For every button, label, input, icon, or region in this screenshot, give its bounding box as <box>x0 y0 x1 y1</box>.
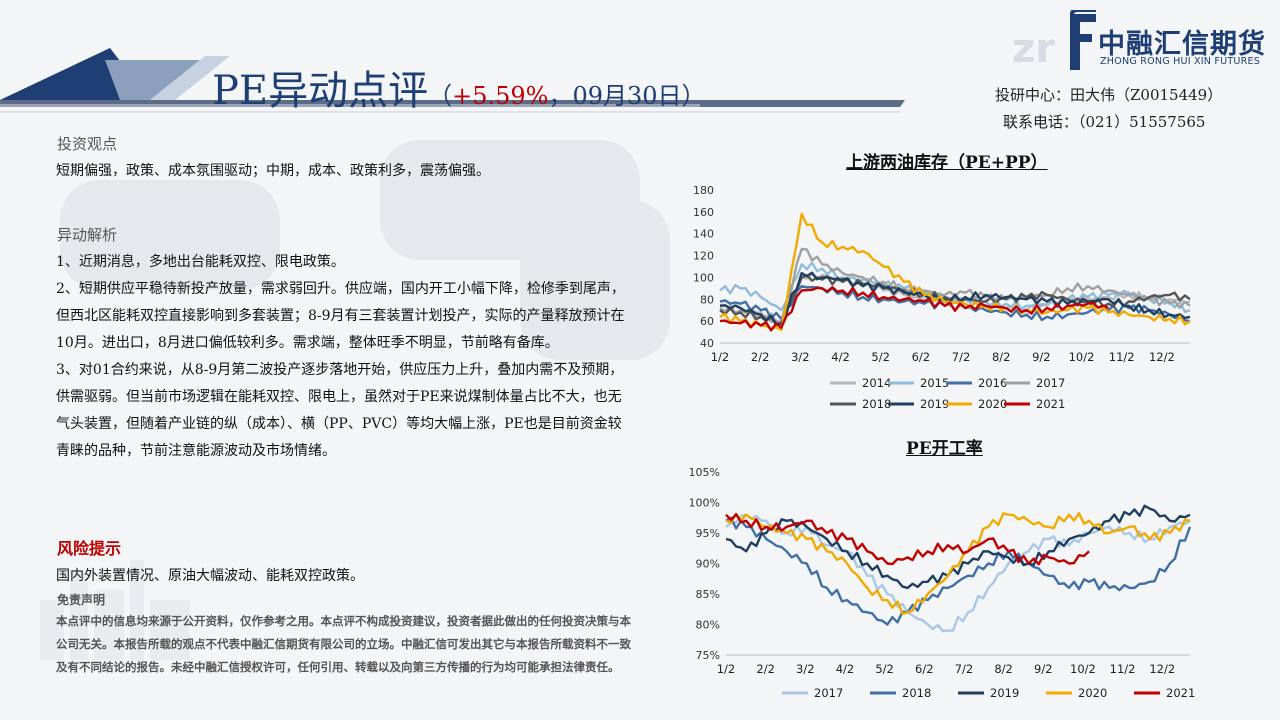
legend-label: 2016 <box>978 376 1007 390</box>
x-tick-label: 12/2 <box>1149 662 1175 676</box>
company-logo: zr <box>1012 10 1096 72</box>
series-line-2015 <box>719 261 1191 313</box>
y-tick-label: 120 <box>693 250 714 263</box>
x-tick-label: 12/2 <box>1149 350 1175 364</box>
x-tick-label: 7/2 <box>955 662 974 676</box>
legend-label: 2014 <box>862 376 891 390</box>
series-line-2018 <box>725 516 1192 626</box>
x-tick-label: 3/2 <box>796 662 815 676</box>
x-tick-label: 11/2 <box>1110 662 1136 676</box>
phone-line: 联系电话：（021）51557565 <box>1003 113 1206 131</box>
logo-cn-text: 中融汇信期货 <box>1098 29 1266 60</box>
y-tick-label: 140 <box>693 228 714 241</box>
x-tick-label: 9/2 <box>1032 350 1051 364</box>
risk-text: 国内外装置情况、原油大幅波动、能耗双控政策。 <box>56 568 364 584</box>
x-tick-label: 2/2 <box>751 350 770 364</box>
contact-info: 投研中心：田大伟（Z0015449） 联系电话：（021）51557565 <box>995 82 1245 136</box>
page-title: PE异动点评（+5.59%，09月30日） <box>212 58 706 116</box>
legend-label: 2018 <box>862 397 891 411</box>
series-line-2021 <box>725 513 1090 566</box>
chart1-title: 上游两油库存（PE+PP） <box>846 153 1048 173</box>
x-tick-label: 2/2 <box>756 662 775 676</box>
x-tick-label: 6/2 <box>915 662 934 676</box>
change-percent: +5.59% <box>452 82 549 110</box>
sub-date: ，09月30日） <box>548 82 706 110</box>
x-tick-label: 5/2 <box>875 662 894 676</box>
legend-label: 2018 <box>902 686 931 700</box>
x-tick-label: 6/2 <box>912 350 931 364</box>
y-tick-label: 85% <box>696 588 720 601</box>
series-line-2020 <box>719 212 1191 332</box>
y-tick-label: 160 <box>693 206 714 219</box>
series-line-2021 <box>719 286 1109 332</box>
y-tick-label: 180 <box>693 184 714 197</box>
legend-label: 2015 <box>920 376 949 390</box>
x-tick-label: 1/2 <box>717 662 736 676</box>
y-tick-label: 75% <box>696 649 720 662</box>
legend-label: 2019 <box>920 397 949 411</box>
chart2-title: PE开工率 <box>906 439 983 459</box>
x-tick-label: 7/2 <box>952 350 971 364</box>
x-tick-label: 1/2 <box>711 350 730 364</box>
disclaimer-text: 本点评中的信息均来源于公开资料，仅作参考之用。本点评不构成投资建议，投资者据此做… <box>56 614 631 674</box>
y-tick-label: 80 <box>700 293 714 306</box>
view-title: 投资观点 <box>57 135 118 153</box>
analysis-para: 3、对01合约来说，从8-9月第二波投产逐步落地开始，供应压力上升，叠加内需不及… <box>56 362 624 459</box>
analysis-body: 1、近期消息，多地出台能耗双控、限电政策。 2、短期供应平稳待新投产放量，需求弱… <box>56 249 628 465</box>
legend-label: 2021 <box>1036 397 1065 411</box>
x-tick-label: 11/2 <box>1109 350 1135 364</box>
x-tick-label: 4/2 <box>831 350 850 364</box>
x-tick-label: 10/2 <box>1070 662 1096 676</box>
y-tick-label: 105% <box>690 466 720 479</box>
disclaimer-title: 免责声明 <box>57 593 106 607</box>
logo-en-text: ZHONG RONG HUI XIN FUTURES <box>1100 56 1261 67</box>
svg-text:zr: zr <box>1012 26 1055 72</box>
legend-label: 2017 <box>814 686 843 700</box>
y-tick-label: 40 <box>700 337 714 350</box>
legend-label: 2020 <box>978 397 1007 411</box>
risk-title: 风险提示 <box>57 539 122 558</box>
analysis-para: 1、近期消息，多地出台能耗双控、限电政策。 <box>56 254 345 270</box>
series-line-2020 <box>725 512 1191 615</box>
title-subtitle: （+5.59%，09月30日） <box>428 82 705 110</box>
x-tick-label: 3/2 <box>791 350 810 364</box>
y-tick-label: 100 <box>693 271 714 284</box>
operating-rate-chart: 75% 80% 85% 90% 95% 100% 105% 1/2 2/2 3/2 4/2 5/2 6/… <box>690 466 1195 700</box>
legend-label: 2017 <box>1036 376 1065 390</box>
legend-label: 2021 <box>1166 686 1195 700</box>
x-tick-label: 8/2 <box>992 350 1011 364</box>
y-tick-label: 60 <box>700 315 714 328</box>
series-line-2019 <box>719 271 1191 326</box>
x-tick-label: 10/2 <box>1069 350 1095 364</box>
inventory-chart: 40 60 80 100 120 140 160 180 1/2 2/2 3/2 4/2 5/2 6/2 7… <box>693 184 1191 411</box>
legend-label: 2020 <box>1078 686 1107 700</box>
analysis-title: 异动解析 <box>57 226 118 244</box>
y-tick-label: 90% <box>696 558 720 571</box>
legend-label: 2019 <box>990 686 1019 700</box>
y-tick-label: 80% <box>696 619 720 632</box>
y-tick-label: 100% <box>690 497 720 510</box>
x-tick-label: 4/2 <box>836 662 855 676</box>
sub-open: （ <box>428 82 453 110</box>
x-tick-label: 9/2 <box>1034 662 1053 676</box>
x-tick-label: 5/2 <box>871 350 890 364</box>
view-text: 短期偏强，政策、成本氛围驱动；中期，成本、政策利多，震荡偏强。 <box>56 163 490 179</box>
x-tick-label: 8/2 <box>994 662 1013 676</box>
analysis-para: 2、短期供应平稳待新投产放量，需求弱回升。供应端，国内开工小幅下降，检修季到尾声… <box>56 281 625 351</box>
analyst-line: 投研中心：田大伟（Z0015449） <box>995 86 1223 104</box>
title-main: PE异动点评 <box>212 68 429 114</box>
y-tick-label: 95% <box>696 527 720 540</box>
